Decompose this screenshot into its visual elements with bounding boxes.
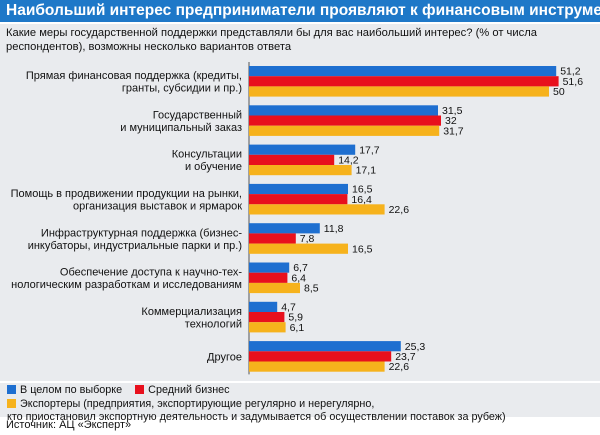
bar <box>249 105 438 116</box>
data-label: 23,7 <box>395 351 416 363</box>
category-label: Прямая финансовая поддержка (кредиты, гра… <box>26 70 242 95</box>
data-label: 8,5 <box>304 283 319 295</box>
bar <box>249 183 348 195</box>
data-label: 6,7 <box>293 262 308 274</box>
bar <box>249 125 440 136</box>
data-label: 31,5 <box>442 105 463 117</box>
legend-label-series1: В целом по выборке <box>20 384 123 396</box>
category-label: Государственный и муниципальный заказ <box>120 109 242 134</box>
bar <box>249 282 300 294</box>
category-label: Обеспечение доступа к научно-тех-нологич… <box>11 267 242 292</box>
bar <box>249 341 401 352</box>
legend-swatch-series2 <box>135 385 145 394</box>
chart-subtitle: Какие меры государственной поддержки пре… <box>6 27 537 53</box>
legend: В целом по выборке Средний бизнес Экспор… <box>7 384 597 425</box>
data-label: 4,7 <box>281 302 296 314</box>
bar <box>249 301 278 312</box>
bar <box>249 243 348 254</box>
bar <box>249 165 352 176</box>
legend-item-series2: Средний бизнес <box>135 384 230 398</box>
legend-swatch-series1 <box>7 385 16 394</box>
source-note: Источник: АЦ «Эксперт» <box>6 419 132 431</box>
category-label: Коммерциализация технологий <box>141 306 242 331</box>
category-label: Консультации и обучение <box>172 149 242 174</box>
category-label: Другое <box>207 351 242 363</box>
bar <box>249 66 557 77</box>
data-label: 32 <box>445 115 457 127</box>
legend-label-series2: Средний бизнес <box>148 384 230 396</box>
data-label: 16,5 <box>352 184 373 196</box>
data-label: 51,2 <box>560 66 581 78</box>
data-label: 25,3 <box>405 341 426 353</box>
bar <box>249 272 288 283</box>
data-label: 22,6 <box>389 204 410 216</box>
data-label: 11,8 <box>324 223 344 235</box>
legend-background <box>0 383 600 417</box>
bar <box>249 361 385 372</box>
bar <box>249 144 356 155</box>
legend-label-series3: Экспортеры (предприятия, экспортирующие … <box>20 397 375 410</box>
data-label: 6,1 <box>290 322 305 334</box>
legend-item-series1: В целом по выборке <box>7 384 122 398</box>
bar <box>249 154 335 165</box>
bar <box>249 194 348 205</box>
data-label: 22,6 <box>389 361 410 373</box>
bar <box>249 76 559 87</box>
bar <box>249 322 286 333</box>
bar <box>249 351 392 362</box>
bar <box>249 223 320 234</box>
data-label: 16,4 <box>351 194 372 206</box>
chart-title: Наибольший интерес предприниматели прояв… <box>0 0 600 22</box>
bar <box>249 233 296 244</box>
legend-item-series3: Экспортеры (предприятия, экспортирующие … <box>7 398 374 412</box>
category-label: Инфраструктурная поддержка (бизнес-инкуб… <box>28 227 243 252</box>
data-label: 16,5 <box>352 243 373 255</box>
data-label: 6,4 <box>291 272 306 284</box>
data-label: 17,1 <box>356 165 377 177</box>
category-label: Помощь в продвижении продукции на рынки,… <box>11 188 243 213</box>
data-label: 50 <box>553 86 565 98</box>
data-label: 51,6 <box>563 76 584 88</box>
bar <box>249 115 441 126</box>
bar-chart: Прямая финансовая поддержка (кредиты, гра… <box>11 62 584 375</box>
legend-swatch-series3 <box>7 398 16 408</box>
data-label: 31,7 <box>443 125 464 137</box>
bar <box>249 262 290 273</box>
data-label: 5,9 <box>288 312 303 324</box>
bar <box>249 86 549 97</box>
bar <box>249 204 385 215</box>
data-label: 17,7 <box>359 144 380 156</box>
legend-label-series3-continuation: кто приостановил экспортную деятельность… <box>7 411 506 423</box>
data-label: 7,8 <box>300 233 315 245</box>
data-label: 14,2 <box>338 155 359 167</box>
bar <box>249 312 285 323</box>
